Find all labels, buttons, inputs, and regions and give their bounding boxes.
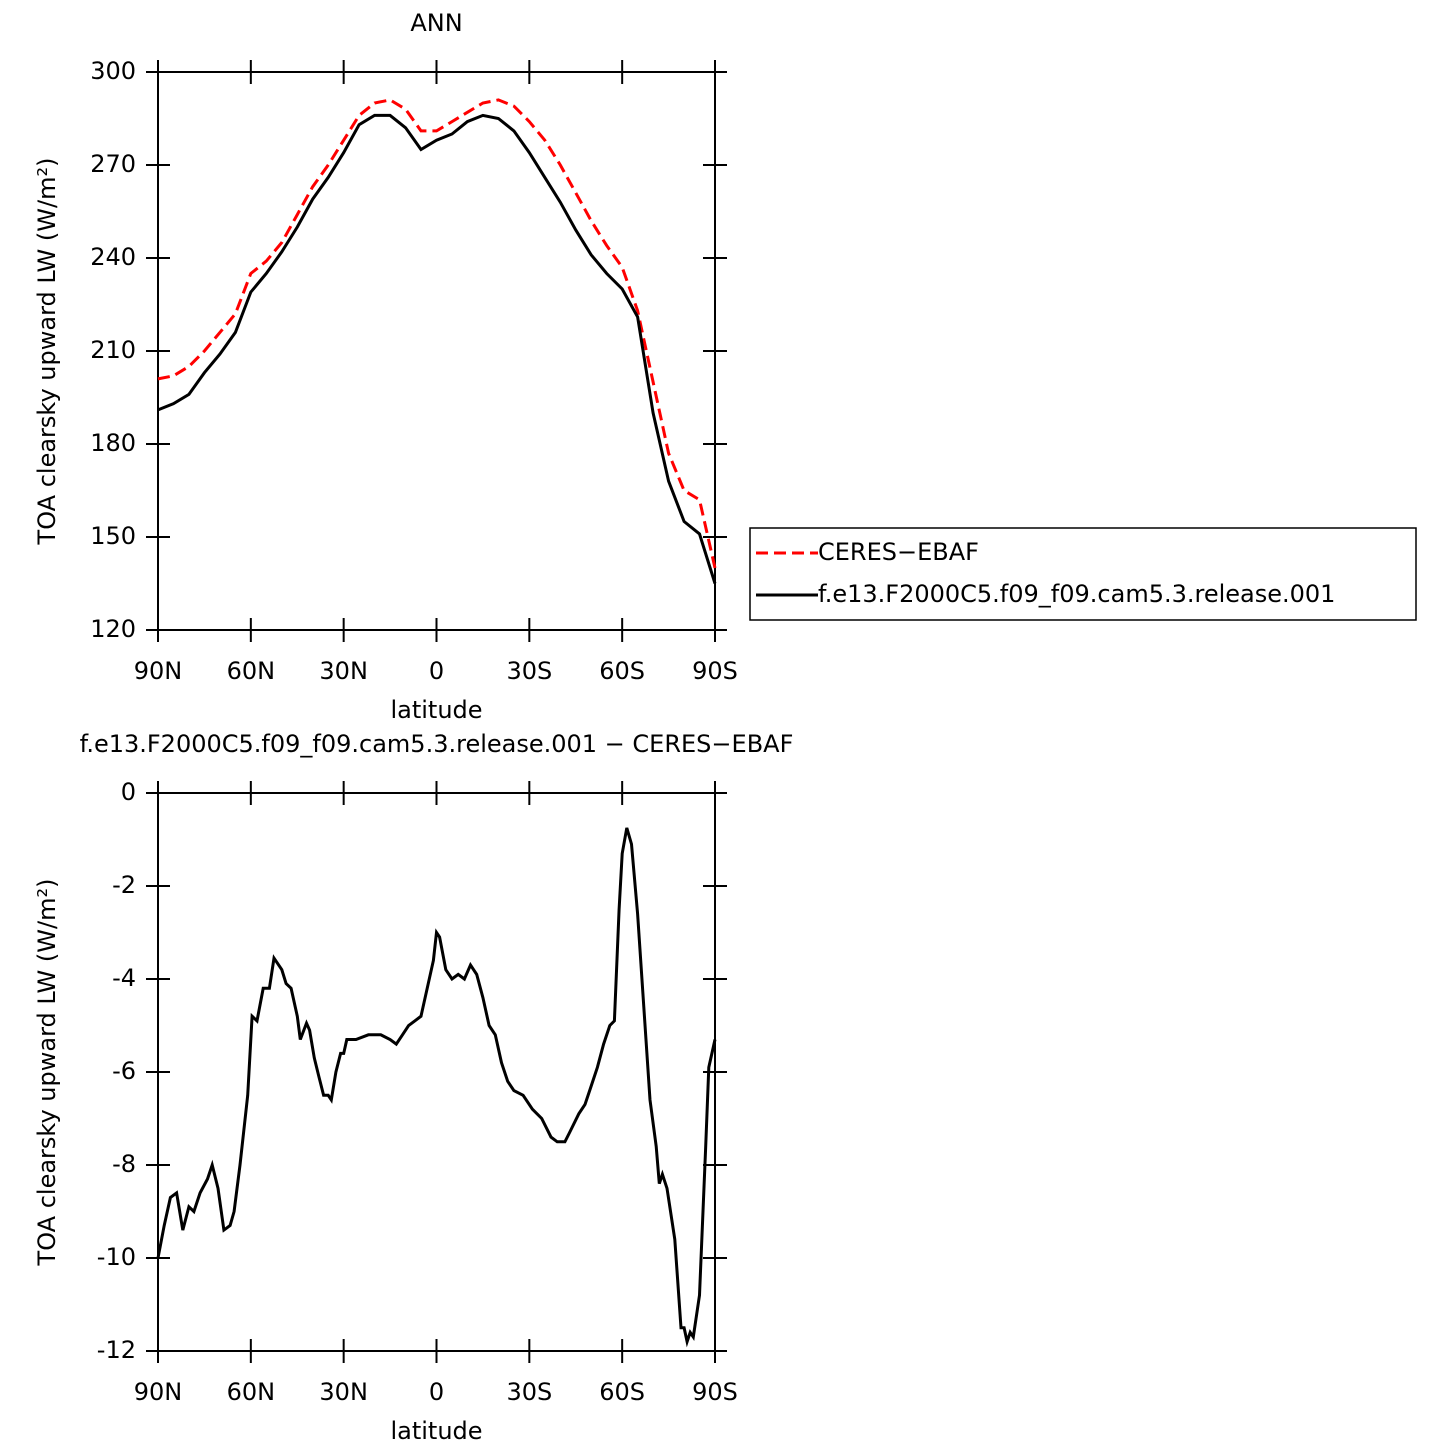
- x-tick-label: 60S: [599, 1378, 645, 1406]
- legend-label: f.e13.F2000C5.f09_f09.cam5.3.release.001: [818, 580, 1335, 608]
- legend-label: CERES−EBAF: [818, 538, 979, 566]
- y-tick-label: 300: [90, 57, 136, 85]
- series-line: [157, 98, 717, 569]
- y-tick-label: -2: [112, 871, 136, 899]
- x-axis-label: latitude: [390, 696, 482, 724]
- x-tick-label: 30S: [506, 1378, 552, 1406]
- y-tick-label: -6: [112, 1057, 136, 1085]
- x-tick-label: 60S: [599, 657, 645, 685]
- plot-frame: [157, 71, 716, 631]
- x-tick-label: 0: [429, 1378, 444, 1406]
- y-tick-label: -10: [97, 1243, 136, 1271]
- x-tick-label: 30N: [319, 657, 368, 685]
- chart-title: ANN: [410, 9, 462, 37]
- y-tick-label: 150: [90, 522, 136, 550]
- x-tick-label: 60N: [227, 657, 276, 685]
- x-tick-label: 90N: [134, 1378, 183, 1406]
- x-tick-label: 30N: [319, 1378, 368, 1406]
- x-axis-label: latitude: [390, 1417, 482, 1445]
- x-tick-label: 90S: [692, 657, 738, 685]
- x-tick-label: 60N: [227, 1378, 276, 1406]
- series-line: [156, 827, 717, 1348]
- x-tick-label: 0: [429, 657, 444, 685]
- chart-title: f.e13.F2000C5.f09_f09.cam5.3.release.001…: [80, 730, 794, 758]
- y-tick-label: 210: [90, 336, 136, 364]
- legend: CERES−EBAF f.e13.F2000C5.f09_f09.cam5.3.r…: [749, 527, 1417, 621]
- y-tick-label: 120: [90, 615, 136, 643]
- x-tick-label: 30S: [506, 657, 552, 685]
- plot-frame: [157, 792, 716, 1352]
- y-tick-label: 270: [90, 150, 136, 178]
- y-tick-label: -8: [112, 1150, 136, 1178]
- y-axis-label: TOA clearsky upward LW (W/m²): [33, 879, 61, 1267]
- x-tick-label: 90N: [134, 657, 183, 685]
- y-tick-label: -4: [112, 964, 136, 992]
- y-axis-label: TOA clearsky upward LW (W/m²): [33, 158, 61, 546]
- legend-box: [749, 527, 1417, 621]
- y-tick-label: 240: [90, 243, 136, 271]
- y-tick-label: 180: [90, 429, 136, 457]
- y-tick-label: -12: [97, 1336, 136, 1364]
- y-tick-label: 0: [121, 778, 136, 806]
- series-line: [157, 113, 717, 584]
- x-tick-label: 90S: [692, 1378, 738, 1406]
